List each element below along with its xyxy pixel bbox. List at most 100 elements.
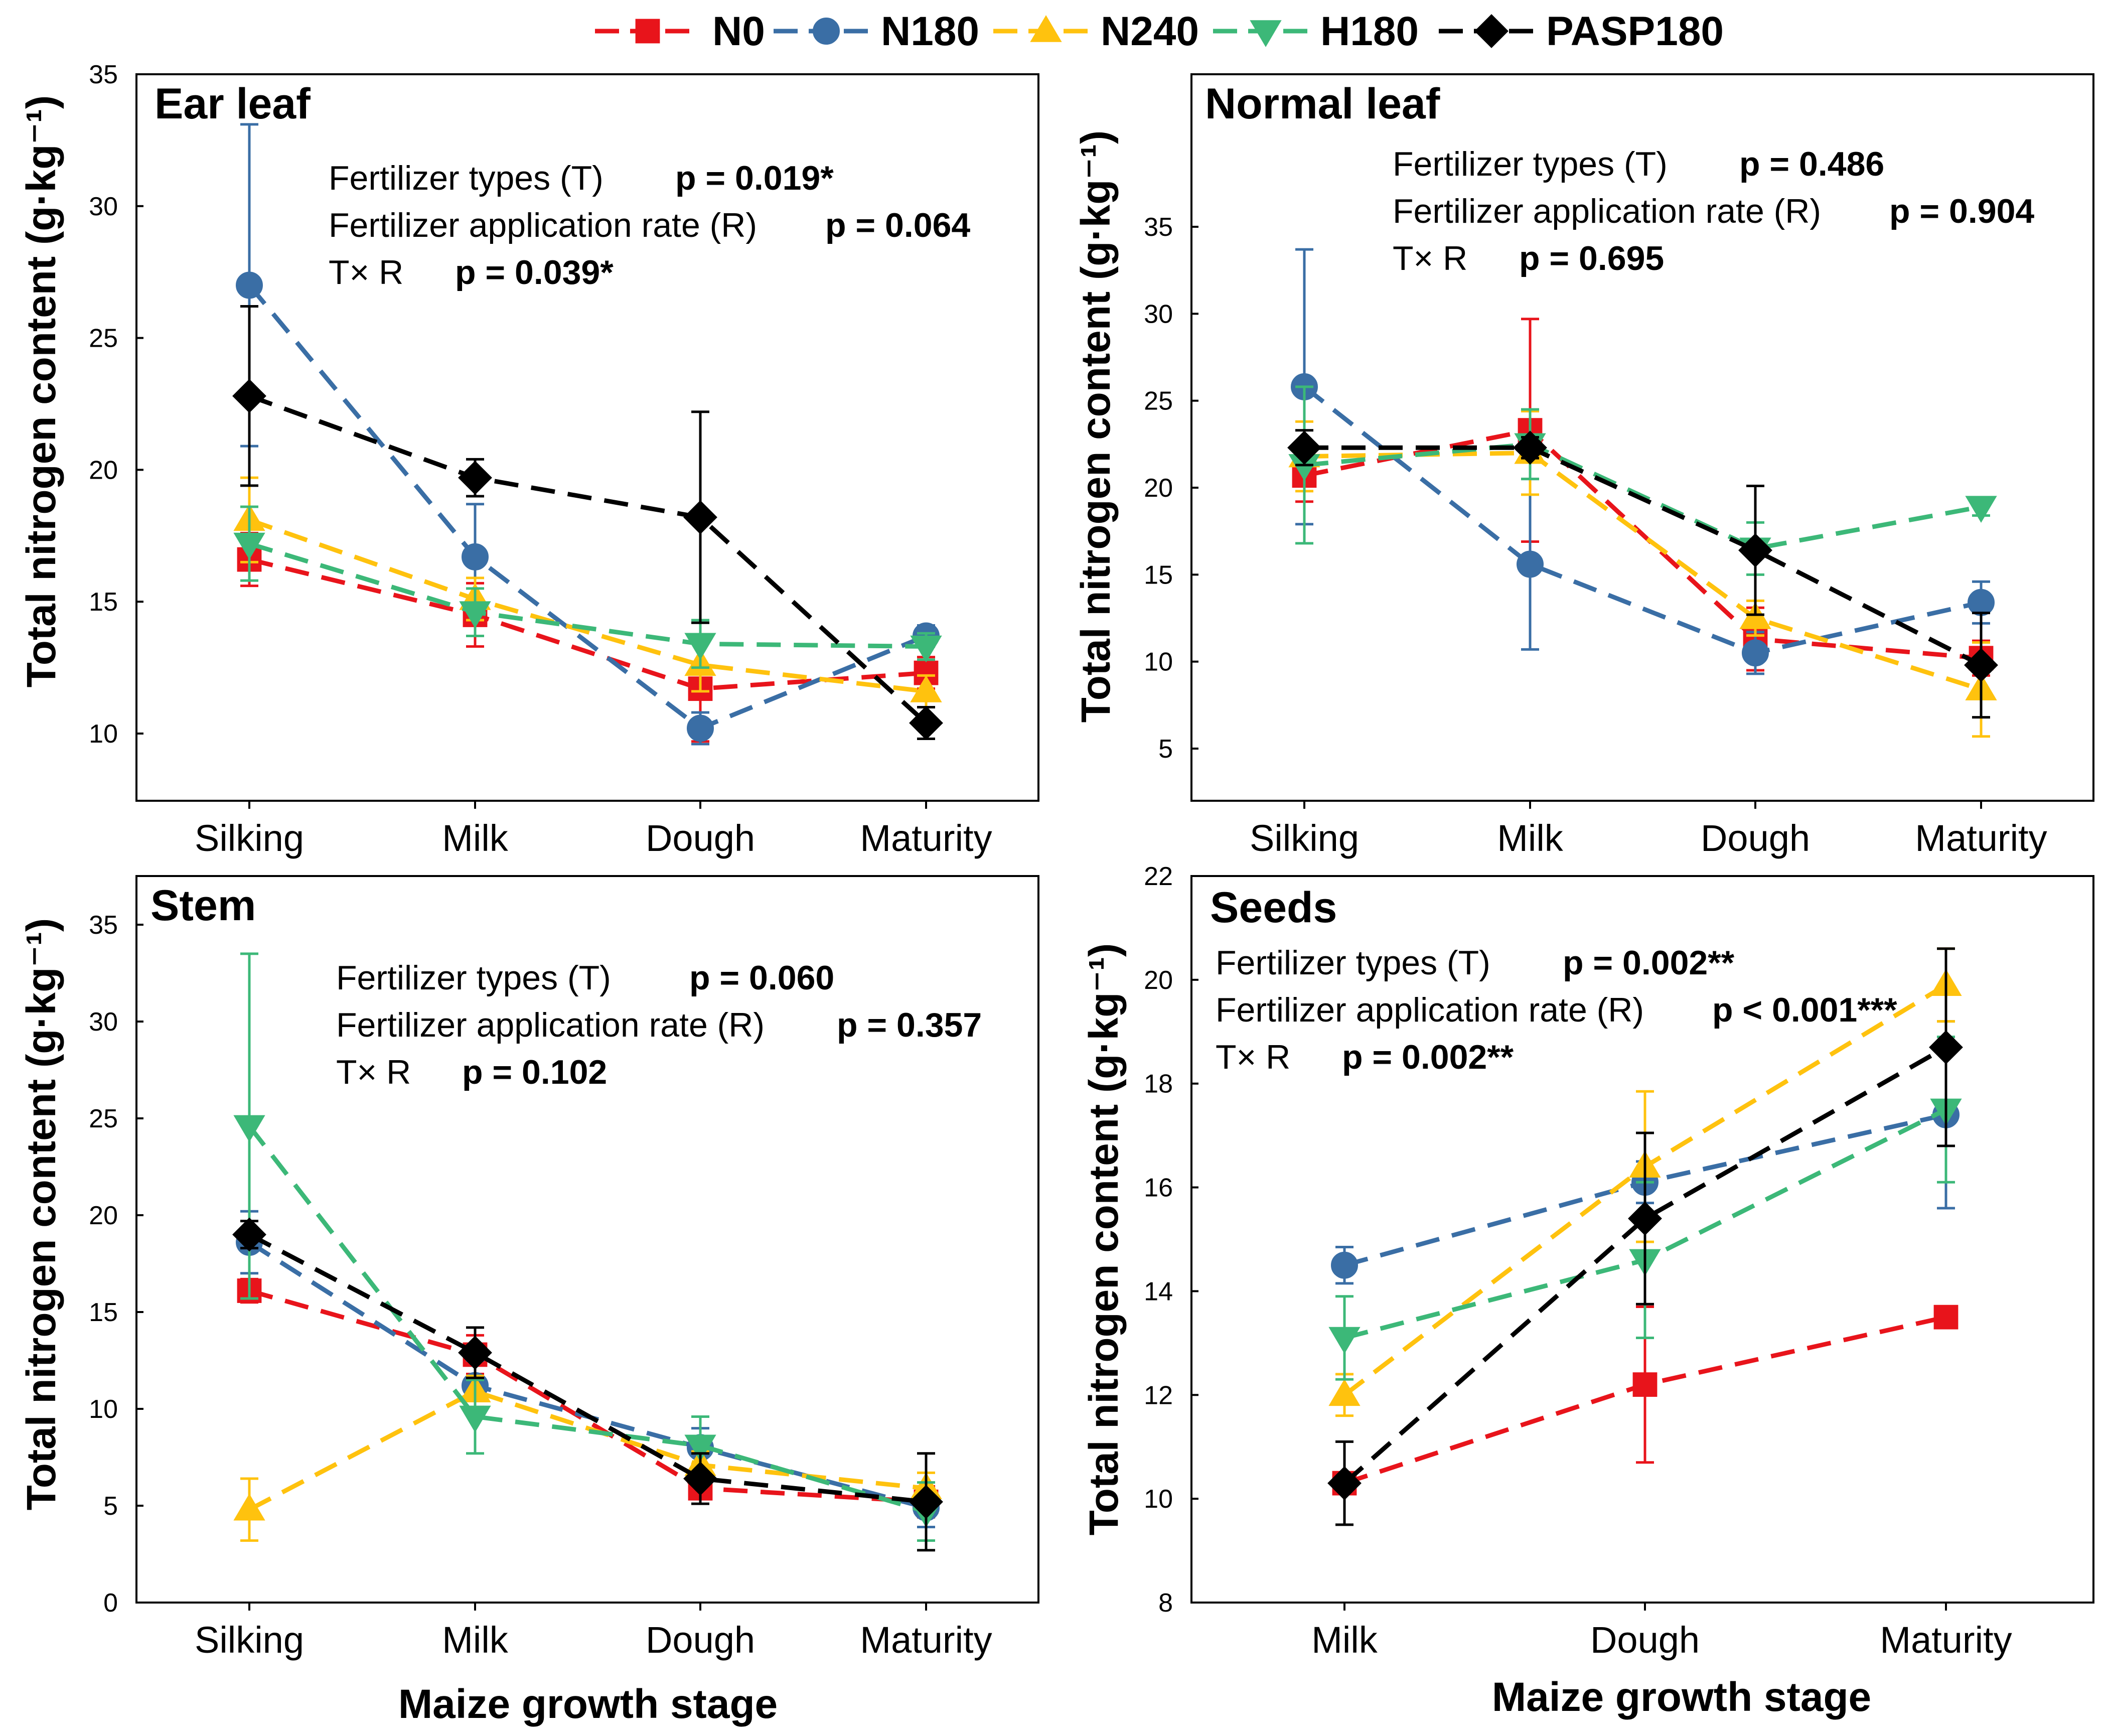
series-pasp180 [232, 1217, 943, 1552]
y-axis-title: Total nitrogen content (g·kg⁻¹) [1081, 943, 1127, 1535]
data-point [1742, 639, 1769, 667]
y-tick-label: 18 [1144, 1070, 1173, 1099]
series-line [247, 283, 927, 731]
legend-item-pasp180: PASP180 [1439, 9, 1724, 54]
data-point [1328, 1327, 1361, 1354]
data-point [684, 1434, 716, 1462]
annotation-p-value: p = 0.102 [462, 1053, 607, 1091]
series-pasp180 [1287, 429, 1998, 719]
series-line [1343, 1045, 1947, 1485]
data-point [1632, 1372, 1658, 1397]
panel-marks-3: 8 10 12 14 16 18 20 22 Milk Dough Maturity [1144, 862, 2012, 1661]
x-tick-label: Milk [442, 817, 509, 859]
annotation-p-value: p = 0.904 [1889, 192, 2034, 230]
plot-frame [1190, 875, 2094, 1604]
y-tick-label: 35 [89, 911, 118, 940]
x-tick-label: Milk [1311, 1619, 1378, 1661]
data-point [1517, 550, 1544, 578]
y-tick-label: 30 [1144, 300, 1173, 329]
series-n240 [233, 1374, 942, 1542]
legend-label: PASP180 [1546, 9, 1724, 54]
annotation-p-value: p = 0.486 [1739, 145, 1884, 183]
data-point [233, 532, 265, 560]
panel-title: Stem [150, 882, 256, 930]
panel-title: Ear leaf [155, 80, 311, 128]
y-tick-label: 10 [1144, 1485, 1173, 1514]
x-axis-title: Maize growth stage [1492, 1674, 1871, 1720]
y-tick-label: 15 [1144, 560, 1173, 590]
data-point [459, 1405, 491, 1433]
data-point [1965, 496, 1997, 523]
data-point [459, 601, 491, 629]
y-tick-label: 25 [89, 324, 118, 353]
plot-frame [1190, 73, 2094, 802]
x-tick-label: Milk [1497, 817, 1564, 859]
data-point [1287, 430, 1321, 465]
legend: N0 N180 N240 H180 PASP180 [595, 9, 1724, 54]
y-tick-label: 15 [89, 1298, 118, 1327]
panel-title: Seeds [1210, 884, 1337, 932]
y-tick-label: 15 [89, 588, 118, 617]
data-point [1933, 1305, 1959, 1330]
annotation-p-value: p = 0.002** [1563, 944, 1735, 982]
x-tick-label: Dough [646, 1619, 755, 1661]
annotation-p-value: p < 0.001*** [1712, 991, 1897, 1029]
data-point [1331, 1251, 1358, 1279]
x-tick-label: Milk [442, 1619, 509, 1661]
data-point [684, 633, 716, 660]
annotation-label: Fertilizer application rate (R) [1216, 991, 1644, 1029]
panel-marks-2: 0 5 10 15 20 25 30 35 Silking Milk Dough Maturity [89, 911, 992, 1661]
legend-item-n180: N180 [774, 9, 979, 54]
y-axis-title: Total nitrogen content (g·kg⁻¹) [1073, 130, 1119, 722]
annotation-label: T× R [1393, 239, 1467, 277]
data-point [1628, 1201, 1662, 1236]
series-line [248, 394, 928, 725]
legend-label: N180 [881, 9, 979, 54]
series-line [1304, 442, 1982, 551]
legend-marker [1474, 14, 1509, 48]
data-point [909, 1485, 943, 1519]
data-point [909, 706, 943, 740]
y-tick-label: 14 [1144, 1277, 1173, 1306]
annotation-label: T× R [329, 253, 403, 292]
panel-title: Normal leaf [1205, 80, 1440, 128]
series-h180 [233, 505, 942, 669]
data-point [1327, 1466, 1362, 1501]
annotation-label: Fertilizer types (T) [329, 159, 604, 197]
data-point [1968, 589, 1995, 616]
series-line [248, 1288, 927, 1504]
y-tick-label: 8 [1158, 1588, 1173, 1618]
y-tick-label: 20 [1144, 474, 1173, 503]
x-tick-label: Silking [195, 817, 304, 859]
y-tick-label: 20 [89, 1201, 118, 1230]
data-point [462, 543, 489, 570]
annotation-p-value: p = 0.064 [825, 206, 970, 244]
plot-frame [135, 875, 1039, 1604]
x-tick-label: Maturity [1880, 1619, 2012, 1661]
x-tick-label: Dough [646, 817, 755, 859]
y-tick-label: 30 [89, 192, 118, 221]
series-line [248, 518, 927, 694]
series-n180 [1291, 248, 1995, 675]
annotation-label: T× R [1216, 1038, 1290, 1076]
legend-label: H180 [1320, 9, 1419, 54]
data-point [687, 714, 714, 742]
data-point [910, 635, 942, 663]
data-point [910, 675, 942, 702]
x-tick-label: Silking [1250, 817, 1359, 859]
x-axis-title: Maize growth stage [398, 1681, 778, 1727]
y-tick-label: 10 [89, 719, 118, 749]
legend-marker [1250, 20, 1282, 47]
y-axis-title: Total nitrogen content (g·kg⁻¹) [19, 95, 64, 687]
y-tick-label: 20 [1144, 966, 1173, 995]
x-tick-label: Dough [1590, 1619, 1700, 1661]
annotation-label: T× R [336, 1053, 411, 1091]
annotation-p-value: p = 0.695 [1519, 239, 1664, 277]
legend-item-n240: N240 [993, 9, 1199, 54]
y-tick-label: 35 [89, 60, 118, 89]
y-tick-label: 22 [1144, 862, 1173, 891]
y-tick-label: 5 [103, 1492, 118, 1521]
legend-item-n0: N0 [595, 9, 765, 54]
legend-marker [813, 18, 840, 45]
series-pasp180 [232, 305, 943, 741]
